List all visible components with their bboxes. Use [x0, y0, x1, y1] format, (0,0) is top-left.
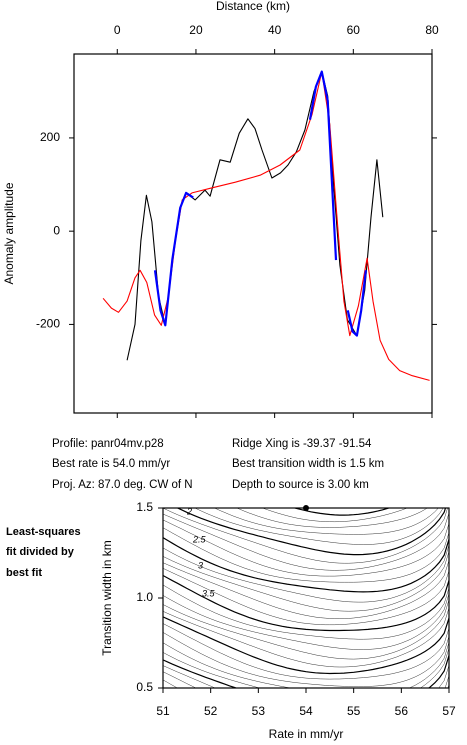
y-tick-label: 200: [40, 130, 60, 144]
data-line: [153, 70, 367, 337]
contour-line: [163, 632, 449, 687]
plot-frame: [73, 53, 433, 414]
contour-line: [163, 508, 448, 564]
y-tick-label: 1.5: [136, 500, 153, 514]
y-tick-label: 1.0: [136, 590, 153, 604]
plot-area: [102, 70, 430, 381]
contour-line: [163, 361, 449, 419]
contour-line: [163, 671, 449, 688]
contour-line: [163, 544, 449, 603]
x-axis-label: Rate in mm/yr: [269, 727, 344, 741]
x-tick-label: 60: [347, 23, 361, 37]
contour-line: [163, 584, 449, 640]
contour-line: [163, 648, 449, 688]
contour-line: [236, 508, 428, 528]
y-axis-label: Anomaly amplitude: [2, 182, 16, 284]
contour-line: [163, 424, 449, 479]
best-fit-point: [303, 505, 309, 511]
contour-line: [261, 508, 408, 523]
contour-line: [163, 599, 449, 660]
contour-line: [163, 537, 449, 593]
contour-line: [163, 568, 449, 625]
x-tick-label: 52: [204, 704, 218, 718]
side-note: Least-squares: [6, 526, 81, 538]
contour-line: [163, 368, 449, 424]
contour-line: [214, 508, 439, 535]
contour-line: [163, 551, 449, 612]
contour-line: [163, 448, 449, 507]
x-tick-label: 53: [252, 704, 266, 718]
contour-line: [163, 642, 449, 688]
contour-lines: [163, 338, 449, 688]
y-tick-label: 0.5: [136, 680, 153, 694]
contour-line: [163, 623, 449, 680]
x-tick-label: 40: [268, 23, 282, 37]
x-tick-label: 80: [425, 23, 439, 37]
contour-line: [163, 574, 449, 632]
contour-line: [163, 527, 449, 583]
contour-label: 3.5: [202, 588, 216, 598]
contour-line: [163, 400, 449, 460]
contour-line: [176, 508, 447, 556]
data-line: [102, 71, 430, 381]
x-tick-label: 55: [347, 704, 361, 718]
contour-line: [163, 519, 449, 577]
y-tick-label: 0: [53, 223, 60, 237]
info-text: Depth to source is 3.00 km: [232, 479, 369, 491]
contour-line: [163, 665, 449, 688]
x-tick-label: 0: [114, 23, 121, 37]
x-tick-label: 57: [442, 704, 456, 718]
contour-line: [163, 593, 449, 650]
info-text: Proj. Az: 87.0 deg. CW of N: [52, 479, 193, 491]
y-axis-label: Transition width in km: [100, 540, 114, 656]
y-tick-label: -200: [36, 317, 60, 331]
contour-line: [194, 508, 444, 545]
info-text: Profile: panr04mv.p28: [52, 438, 164, 450]
x-tick-label: 20: [189, 23, 203, 37]
side-note: best fit: [6, 567, 42, 579]
contour-line: [163, 616, 449, 675]
contour-line: [163, 376, 449, 431]
side-note: fit divided by: [6, 546, 75, 558]
info-text: Best transition width is 1.5 km: [232, 458, 384, 470]
x-axis-label: Distance (km): [216, 0, 290, 13]
contour-line: [163, 512, 449, 571]
x-tick-label: 51: [156, 704, 170, 718]
contour-line: [163, 607, 449, 668]
contour-label: 3: [198, 560, 203, 570]
contour-line: [163, 560, 449, 619]
contour-line: [163, 338, 449, 392]
contour-line: [163, 655, 449, 688]
contour-label: 2.5: [192, 534, 207, 544]
info-text: Ridge Xing is -39.37 -91.54: [232, 438, 372, 450]
info-text: Best rate is 54.0 mm/yr: [52, 458, 170, 470]
x-tick-label: 54: [299, 704, 313, 718]
contour-line: [163, 352, 449, 412]
contour-label: 2: [186, 506, 192, 516]
x-tick-label: 56: [395, 704, 409, 718]
